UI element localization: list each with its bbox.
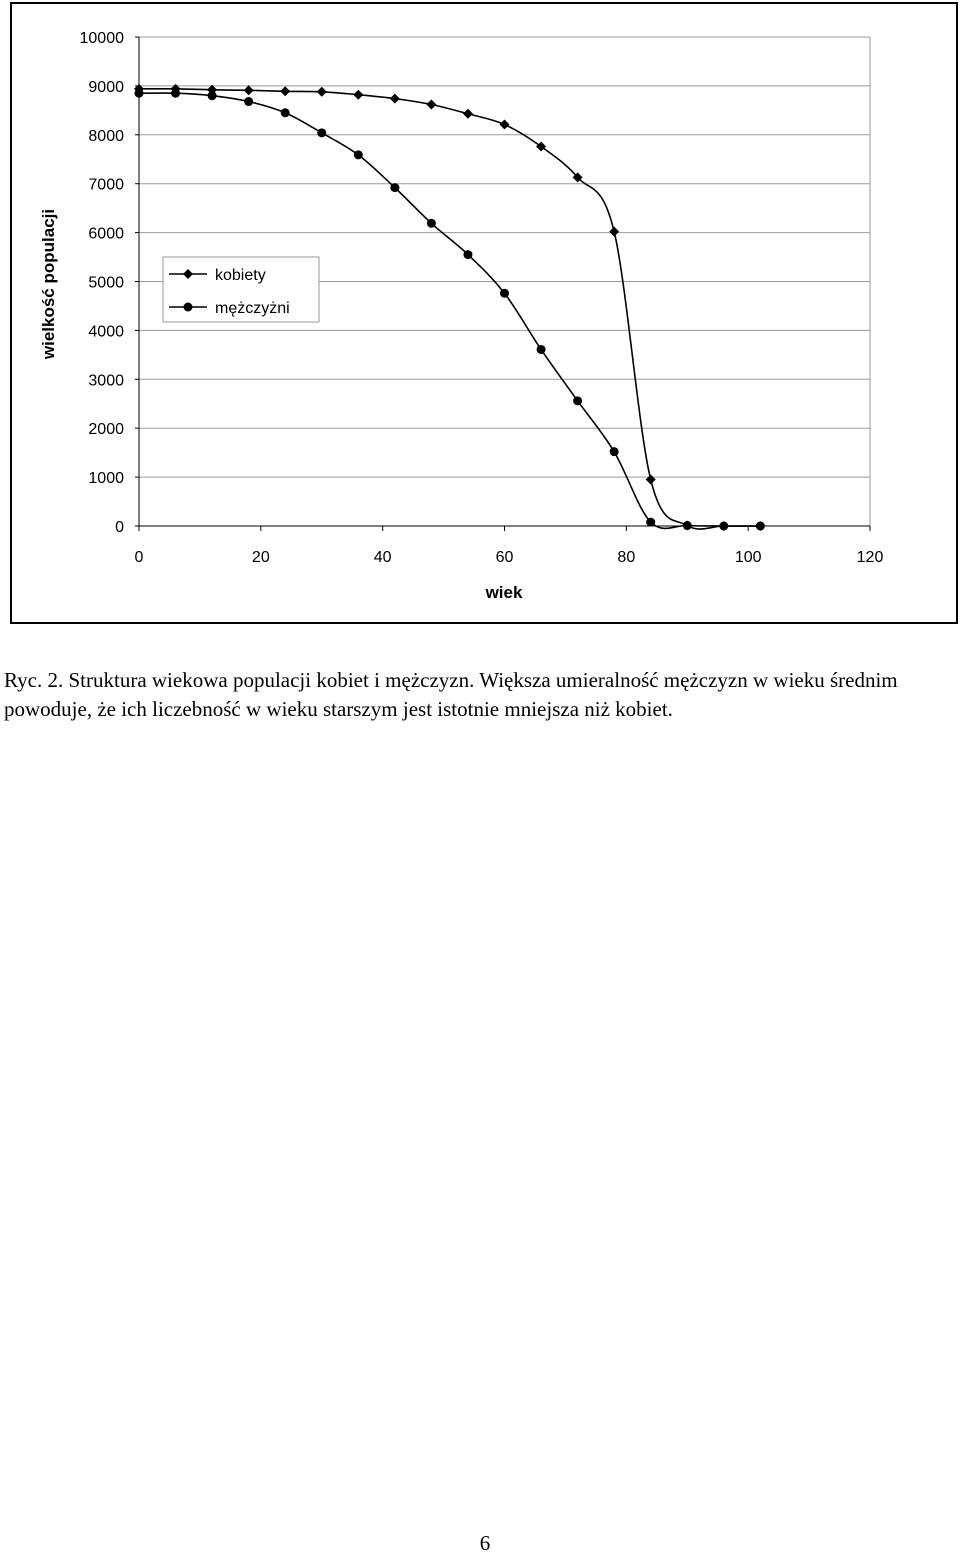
x-tick-label: 80	[617, 549, 635, 566]
y-axis-title: wielkość populacji	[39, 209, 58, 360]
page-number: 6	[479, 1531, 491, 1555]
data-point-circle	[609, 447, 619, 457]
data-point-diamond	[426, 99, 437, 110]
y-tick-label: 5000	[88, 275, 124, 292]
y-tick-label: 6000	[88, 226, 124, 243]
data-point-circle	[317, 128, 327, 138]
data-point-diamond	[499, 119, 510, 130]
y-tick-label: 3000	[88, 372, 124, 389]
y-tick-label: 9000	[88, 79, 124, 96]
data-point-diamond	[389, 93, 400, 104]
data-point-circle	[353, 150, 363, 160]
data-point-circle	[755, 521, 765, 531]
legend-circle-marker	[183, 302, 193, 312]
data-point-circle	[244, 97, 254, 107]
data-point-circle	[280, 108, 290, 118]
data-point-diamond	[243, 85, 254, 96]
data-point-diamond	[536, 141, 547, 152]
data-point-diamond	[609, 226, 620, 237]
y-tick-label: 4000	[88, 323, 124, 340]
x-tick-label: 100	[735, 549, 762, 566]
x-tick-label: 20	[252, 549, 270, 566]
x-tick-label: 0	[135, 549, 144, 566]
data-point-diamond	[353, 89, 364, 100]
data-point-diamond	[316, 86, 327, 97]
data-point-diamond	[645, 474, 656, 485]
data-point-circle	[463, 250, 473, 260]
data-point-circle	[573, 396, 583, 406]
x-tick-label: 60	[496, 549, 514, 566]
x-tick-label: 120	[857, 549, 884, 566]
y-tick-label: 7000	[88, 177, 124, 194]
figure-caption: Ryc. 2. Struktura wiekowa populacji kobi…	[4, 668, 898, 721]
population-chart: 0100020003000400050006000700080009000100…	[39, 30, 884, 602]
data-point-diamond	[572, 172, 583, 183]
data-point-circle	[536, 344, 546, 354]
data-point-diamond	[280, 86, 291, 97]
y-tick-label: 10000	[80, 30, 125, 47]
legend-label: mężczyżni	[215, 300, 290, 317]
data-point-circle	[682, 521, 692, 531]
data-point-circle	[500, 288, 509, 298]
y-tick-label: 1000	[88, 470, 124, 487]
y-tick-label: 2000	[88, 421, 124, 438]
data-point-circle	[390, 183, 400, 193]
data-point-circle	[646, 517, 656, 527]
data-point-circle	[134, 88, 144, 98]
data-point-circle	[426, 218, 436, 228]
legend-label: kobiety	[215, 267, 266, 284]
x-axis-title: wiek	[485, 583, 523, 602]
y-tick-label: 8000	[88, 128, 124, 145]
data-point-circle	[171, 88, 181, 98]
data-point-circle	[207, 91, 217, 101]
y-tick-label: 0	[115, 519, 124, 536]
chart-frame: 0 1000 2000 3000 4000 5000 6000 7000 8000 9000 100…	[10, 2, 958, 624]
data-point-circle	[719, 521, 729, 531]
legend-diamond-marker	[183, 269, 193, 279]
x-tick-label: 40	[374, 549, 392, 566]
data-point-diamond	[462, 108, 473, 119]
